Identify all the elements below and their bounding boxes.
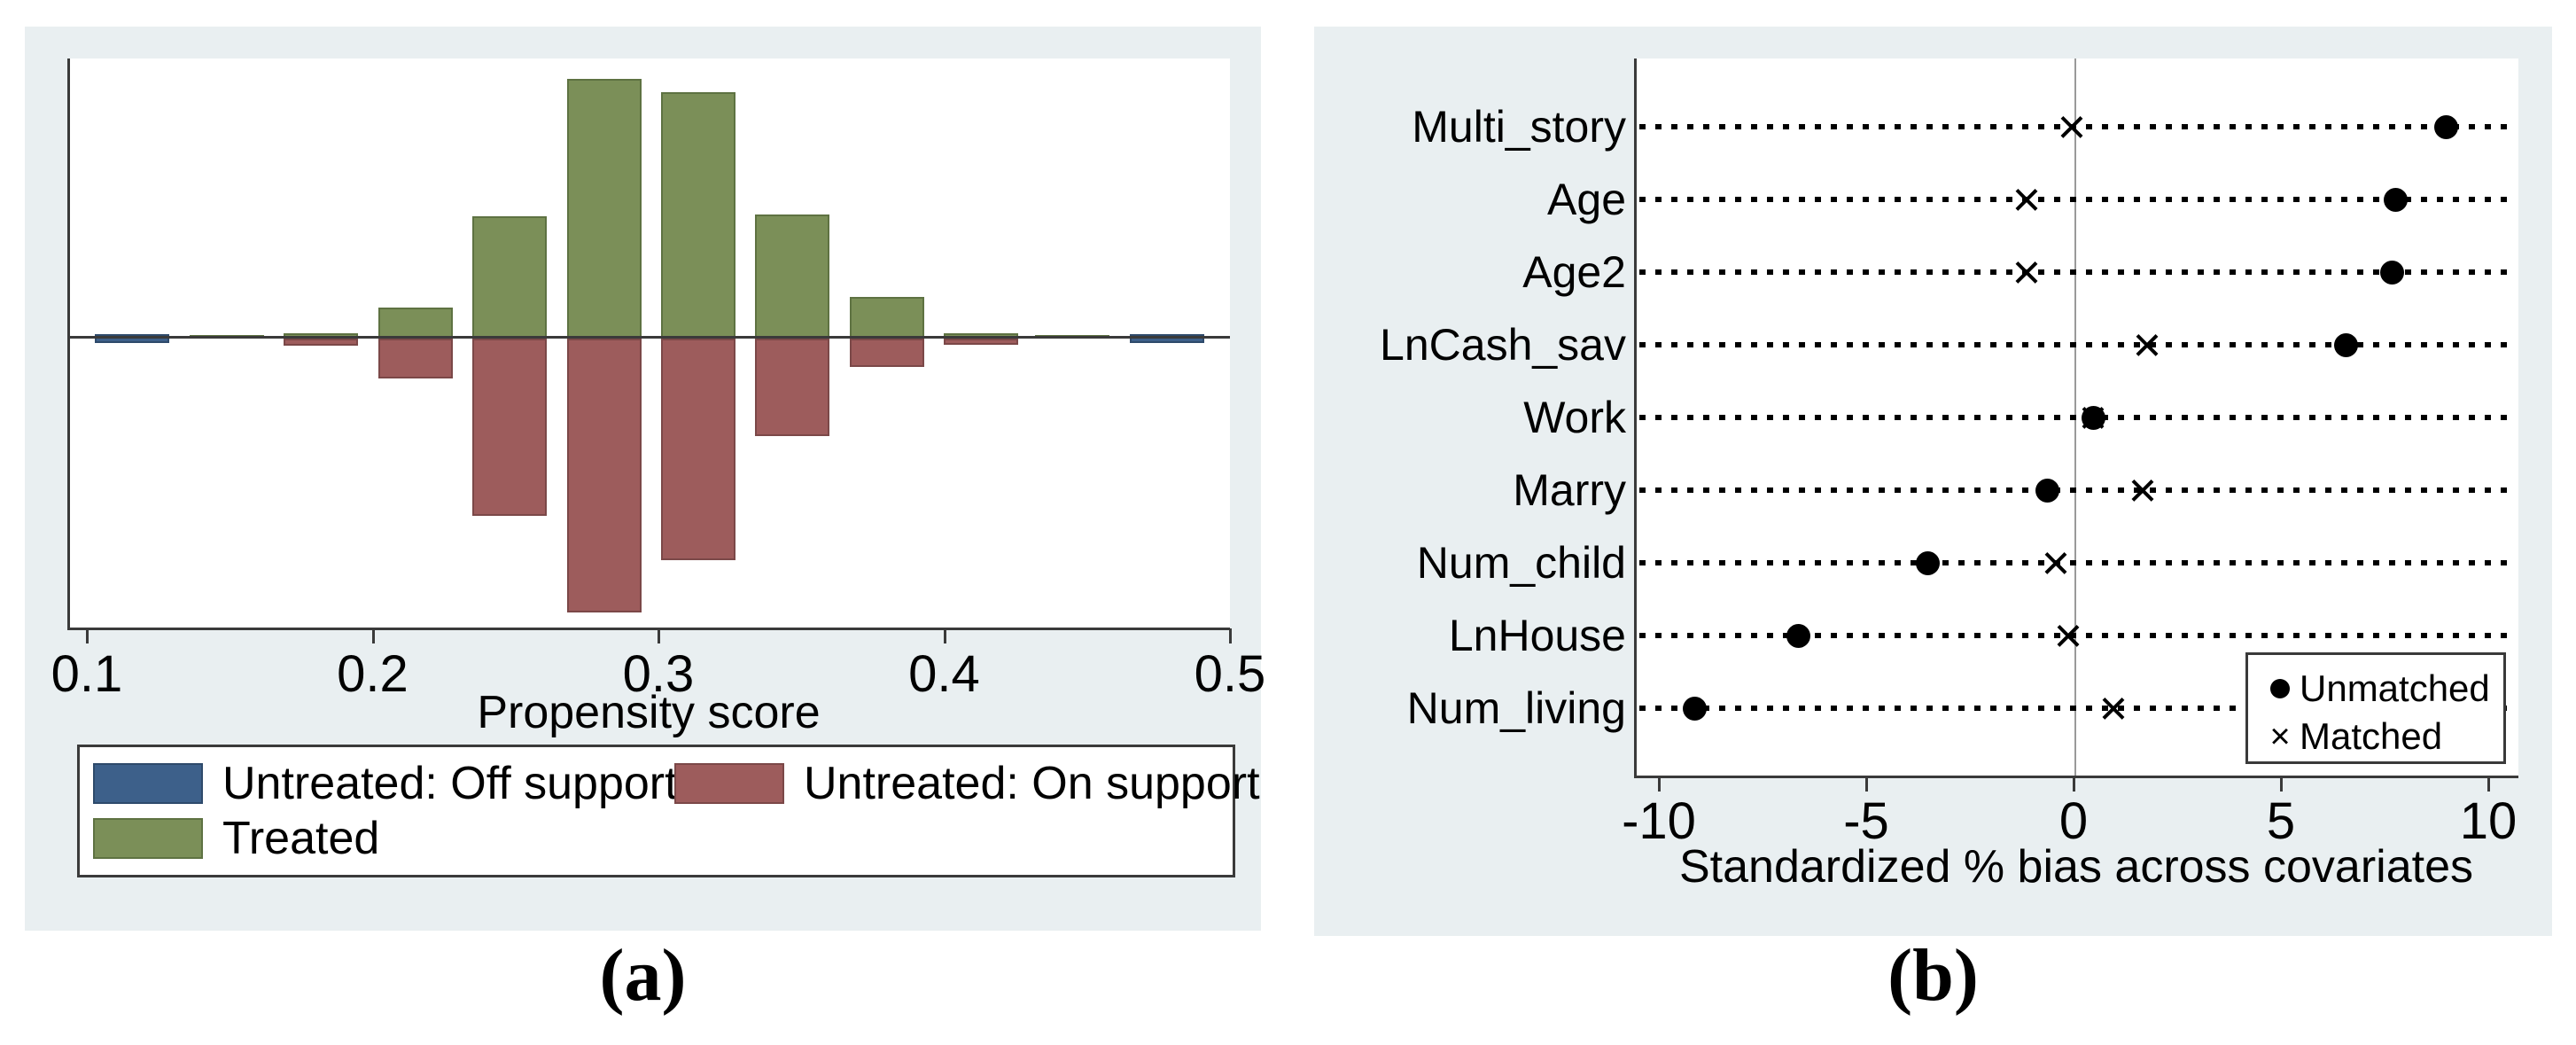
category-dotted-guide-line	[1639, 633, 2516, 638]
category-dotted-guide-line	[1639, 487, 2516, 493]
category-dotted-guide-line	[1639, 124, 2516, 129]
untreated-off-support-swatch	[93, 763, 203, 804]
unmatched-dot-marker	[1683, 697, 1707, 721]
panel-b-legend: Unmatched × Matched	[2245, 652, 2506, 764]
x-axis-tick-label: 5	[2266, 792, 2296, 850]
histogram-bar-untreated-on-support	[944, 339, 1018, 346]
legend-entry-matched: × Matched	[2261, 715, 2443, 757]
category-label: Num_living	[1406, 683, 1626, 733]
category-label: Marry	[1513, 465, 1626, 515]
matched-x-marker: ×	[2057, 98, 2087, 154]
category-label: Multi_story	[1412, 102, 1626, 152]
category-dotted-guide-line	[1639, 342, 2516, 347]
x-axis-tick	[1658, 776, 1661, 792]
x-axis-tick-label: 0.4	[908, 645, 980, 703]
panel-a-plot-area	[67, 58, 1230, 630]
x-axis-tick-label: 10	[2459, 792, 2518, 850]
unmatched-dot-marker	[2082, 406, 2105, 430]
unmatched-dot-marker	[2035, 479, 2059, 503]
x-axis-tick-label: 0	[2058, 792, 2089, 850]
panel-b-caption: (b)	[1887, 934, 1979, 1017]
unmatched-dot-marker	[2434, 115, 2458, 139]
histogram-bar-treated	[567, 79, 642, 339]
histogram-bar-treated	[850, 297, 924, 339]
histogram-bar-untreated-on-support	[472, 339, 547, 517]
unmatched-dot-marker	[1786, 624, 1810, 648]
x-axis-tick	[1865, 776, 1868, 792]
x-axis-tick	[658, 628, 660, 643]
matched-x-icon: ×	[2269, 716, 2291, 756]
panel-a-histogram-card: 0.1 0.2 0.3 0.4 0.5 Propensity score Untreat…	[25, 27, 1265, 931]
category-label: Age2	[1522, 247, 1626, 297]
histogram-bar-untreated-on-support	[284, 339, 358, 346]
matched-x-marker: ×	[2012, 244, 2042, 300]
x-axis-tick	[86, 628, 89, 643]
unmatched-dot-marker	[2334, 333, 2358, 357]
x-axis-tick-label: -5	[1843, 792, 1889, 850]
x-axis-tick-label: 0.5	[1194, 645, 1266, 703]
unmatched-circle-icon	[2261, 679, 2300, 698]
matched-x-marker: ×	[2132, 316, 2162, 372]
panel-b-x-axis-title: Standardized % bias across covariates	[1678, 841, 2473, 893]
x-axis-tick	[2487, 776, 2490, 792]
histogram-bar-untreated-on-support	[567, 339, 642, 613]
legend-label-treated: Treated	[222, 813, 380, 864]
category-dotted-guide-line	[1639, 415, 2516, 420]
legend-entry-untreated-off-support: Untreated: Off support	[93, 758, 678, 809]
unmatched-dot-marker	[1916, 551, 1940, 575]
category-label: Num_child	[1416, 538, 1626, 588]
legend-label-unmatched: Unmatched	[2300, 667, 2490, 709]
x-axis-tick	[2073, 776, 2075, 792]
x-axis-tick-label: 0.1	[51, 645, 123, 703]
histogram-bar-untreated-on-support	[850, 339, 924, 367]
x-axis-tick-label: 0.2	[337, 645, 409, 703]
legend-entry-treated: Treated	[93, 813, 379, 864]
panel-b-dotplot-card: × × × × × × × × × Multi_story Age Age2 LnCash_sav Wo…	[1314, 27, 2552, 936]
panel-a-caption: (a)	[599, 934, 687, 1017]
histogram-bar-treated	[661, 91, 735, 339]
histogram-bar-untreated-on-support	[661, 339, 735, 560]
x-axis-tick	[943, 628, 946, 643]
x-axis-tick	[371, 628, 375, 643]
matched-x-marker: ×	[2128, 462, 2158, 518]
matched-x-marker: ×	[2012, 171, 2042, 227]
matched-x-marker: ×	[2041, 534, 2071, 590]
histogram-bar-treated	[378, 308, 453, 339]
x-axis-tick	[2280, 776, 2283, 792]
legend-label-untreated-off-support: Untreated: Off support	[222, 758, 678, 809]
category-dotted-guide-line	[1639, 197, 2516, 202]
x-axis-tick	[1229, 628, 1232, 643]
legend-label-untreated-on-support: Untreated: On support	[804, 758, 1260, 809]
histogram-bar-treated	[472, 215, 547, 339]
matched-x-marker: ×	[2098, 680, 2129, 736]
histogram-bar-untreated-off-support	[1130, 334, 1204, 343]
histogram-bar-untreated-off-support	[95, 334, 169, 343]
panel-a-x-axis-title: Propensity score	[477, 687, 821, 738]
histogram-zero-axis-line	[70, 336, 1230, 339]
x-axis-tick-label: 0.3	[622, 645, 695, 703]
x-axis-tick-label: -10	[1622, 792, 1696, 850]
legend-entry-unmatched: Unmatched	[2261, 667, 2490, 709]
untreated-on-support-swatch	[674, 763, 784, 804]
category-label: Age	[1547, 175, 1626, 224]
category-label: LnHouse	[1448, 611, 1626, 660]
legend-entry-untreated-on-support: Untreated: On support	[674, 758, 1260, 809]
category-dotted-guide-line	[1639, 269, 2516, 275]
category-dotted-guide-line	[1639, 560, 2516, 565]
histogram-bar-untreated-on-support	[755, 339, 829, 436]
treated-swatch	[93, 818, 203, 859]
unmatched-dot-marker	[2380, 261, 2404, 285]
histogram-bar-treated	[755, 214, 829, 339]
panel-a-legend: Untreated: Off support Untreated: On sup…	[77, 745, 1260, 877]
unmatched-dot-marker	[2384, 188, 2408, 212]
legend-label-matched: Matched	[2300, 715, 2443, 757]
histogram-bar-untreated-on-support	[378, 339, 453, 379]
category-dotted-guide-line	[1639, 706, 2516, 711]
matched-x-marker: ×	[2053, 607, 2083, 663]
category-label: LnCash_sav	[1380, 320, 1626, 370]
category-label: Work	[1523, 393, 1626, 442]
